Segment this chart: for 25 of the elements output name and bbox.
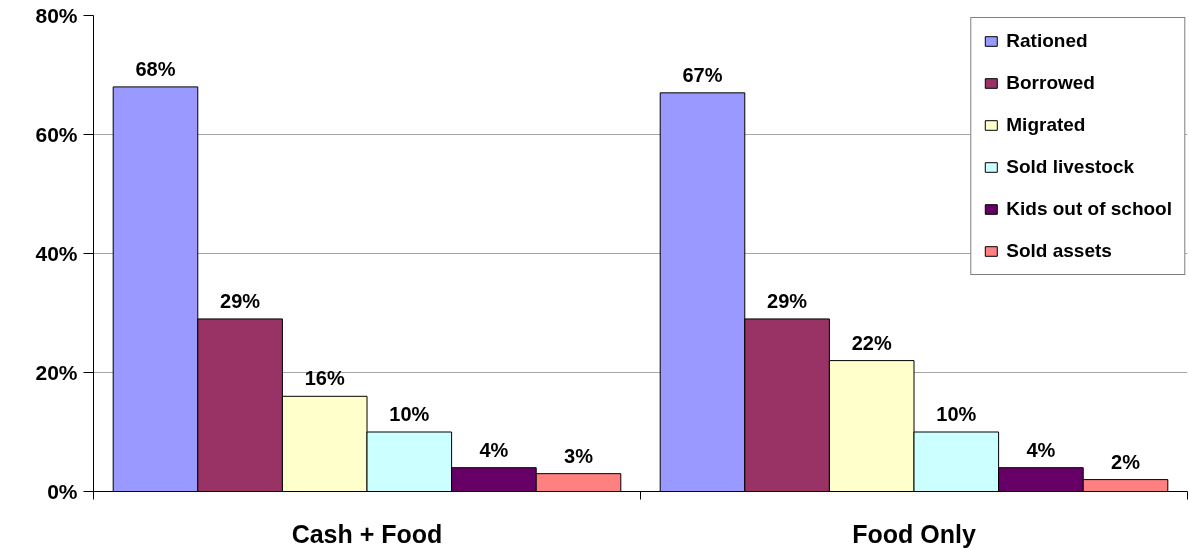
data-label: 10% <box>389 403 430 425</box>
data-label: 29% <box>767 289 808 312</box>
legend-label: Sold assets <box>1006 240 1112 262</box>
legend-label: Rationed <box>1006 30 1088 52</box>
legend-label: Kids out of school <box>1006 198 1172 220</box>
legend-label: Borrowed <box>1006 72 1095 94</box>
x-tick-label: Cash + Food <box>291 519 443 548</box>
data-label: 2% <box>1111 450 1141 473</box>
legend-label: Sold livestock <box>1006 156 1135 178</box>
y-tick-label: 20% <box>35 361 78 384</box>
data-label: 10% <box>936 403 977 425</box>
data-label: 4% <box>479 438 509 461</box>
y-tick-label: 80% <box>35 4 78 27</box>
data-label: 3% <box>564 444 594 467</box>
data-label: 22% <box>851 331 892 354</box>
y-tick-label: 40% <box>35 242 78 265</box>
data-label: 68% <box>135 57 176 80</box>
data-label: 67% <box>682 63 723 86</box>
x-tick-label: Food Only <box>852 519 976 548</box>
data-label: 16% <box>304 367 345 390</box>
data-label: 29% <box>220 289 261 312</box>
data-label: 4% <box>1026 438 1056 461</box>
legend-label: Migrated <box>1006 114 1086 136</box>
y-tick-label: 60% <box>35 123 78 146</box>
y-tick-label: 0% <box>47 480 78 503</box>
